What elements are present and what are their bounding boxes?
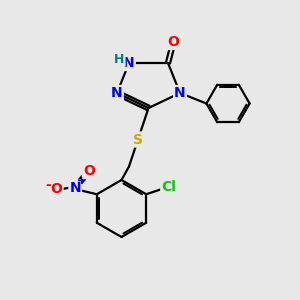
Text: +: +: [76, 176, 86, 186]
Text: O: O: [83, 164, 95, 178]
Text: O: O: [51, 182, 63, 196]
Text: H: H: [114, 53, 124, 66]
Text: N: N: [174, 86, 186, 100]
Text: O: O: [167, 35, 179, 49]
Text: N: N: [123, 56, 135, 70]
Text: N: N: [111, 86, 123, 100]
Text: -: -: [45, 178, 51, 192]
Text: Cl: Cl: [161, 180, 176, 194]
Text: S: S: [133, 133, 143, 146]
Text: N: N: [69, 181, 81, 195]
